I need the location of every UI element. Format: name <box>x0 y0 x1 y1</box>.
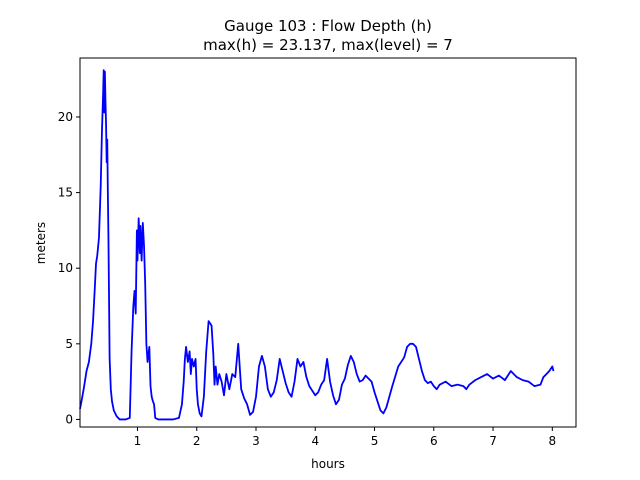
chart-subtitle: max(h) = 23.137, max(level) = 7 <box>203 36 453 54</box>
x-tick-label: 3 <box>252 434 260 448</box>
x-tick-label: 7 <box>489 434 497 448</box>
x-axis-label: hours <box>311 457 345 471</box>
axes-frame <box>79 57 577 428</box>
x-tick-label: 8 <box>548 434 556 448</box>
x-tick-label: 5 <box>371 434 379 448</box>
y-tick-label: 10 <box>58 261 73 275</box>
x-tick-label: 4 <box>311 434 319 448</box>
y-tick-label: 5 <box>65 337 73 351</box>
y-tick-label: 0 <box>65 412 73 426</box>
x-tick-label: 2 <box>193 434 201 448</box>
x-axis-ticks: 1 2 3 4 5 6 7 8 <box>134 427 556 448</box>
plot-area <box>79 69 555 421</box>
flow-depth-series-line <box>79 69 555 421</box>
y-tick-label: 15 <box>58 186 73 200</box>
x-tick-label: 6 <box>430 434 438 448</box>
y-axis-ticks: 0 5 10 15 20 <box>58 110 80 426</box>
x-tick-label: 1 <box>134 434 142 448</box>
chart-title: Gauge 103 : Flow Depth (h) <box>224 17 432 35</box>
y-tick-label: 20 <box>58 110 73 124</box>
y-axis-label: meters <box>34 222 48 264</box>
